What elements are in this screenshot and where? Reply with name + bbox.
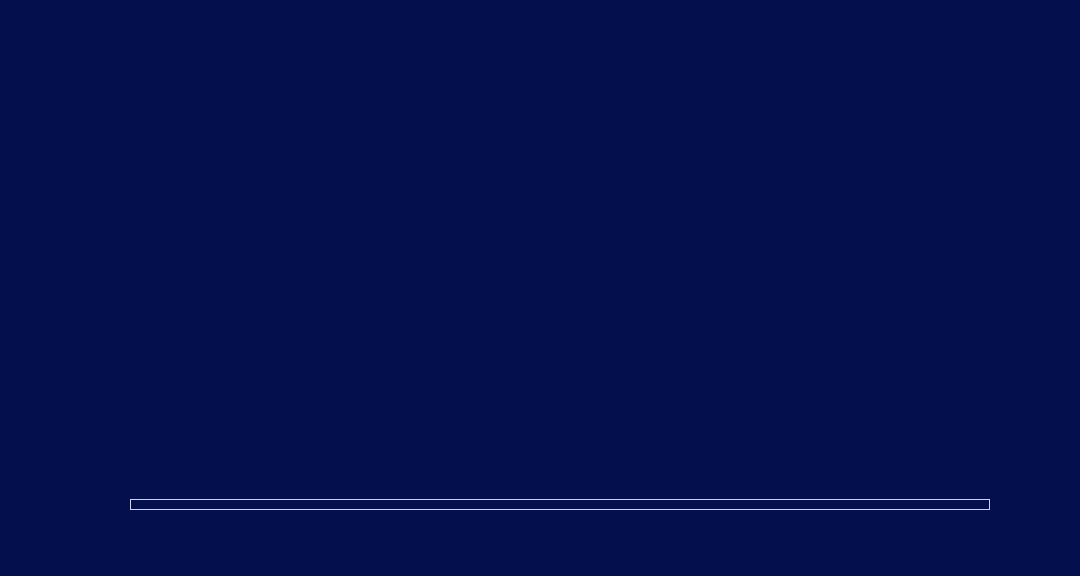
heatmap-canvas xyxy=(130,58,990,455)
colorbar xyxy=(130,499,990,510)
contour-overlay xyxy=(130,58,990,455)
